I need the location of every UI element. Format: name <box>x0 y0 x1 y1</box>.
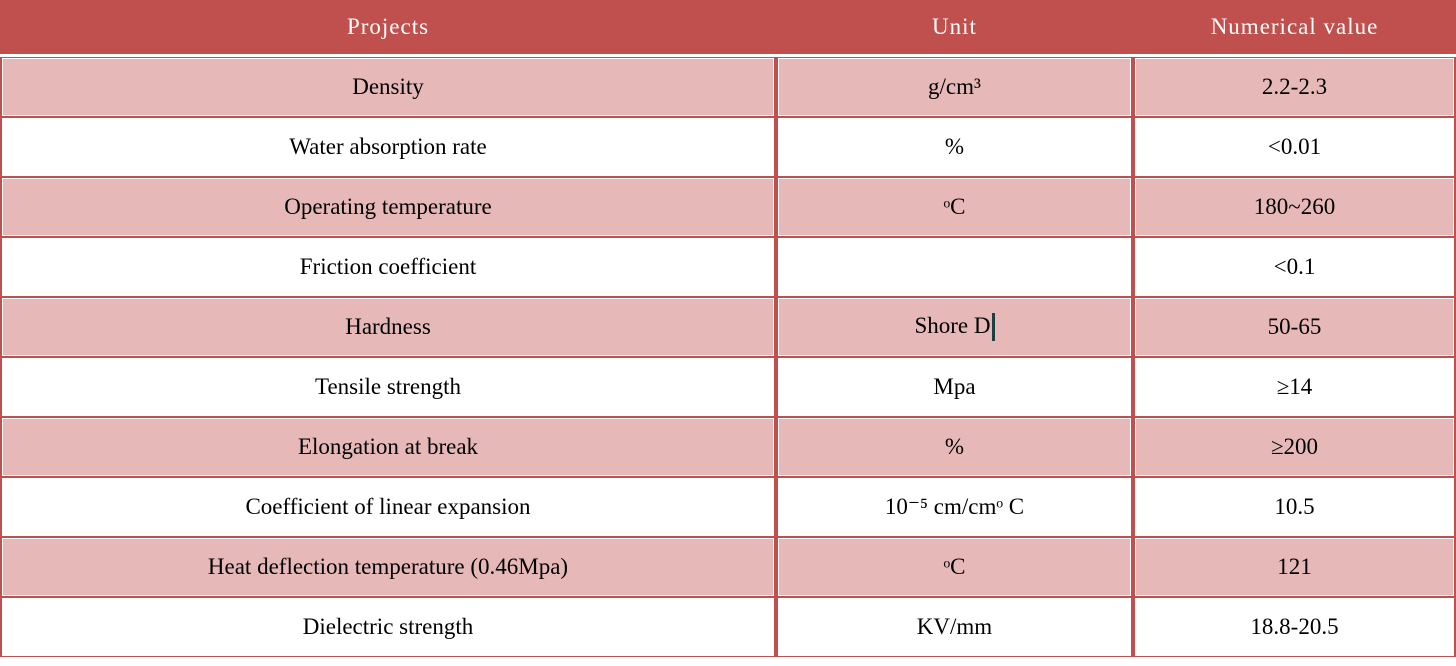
header-row: Projects Unit Numerical value <box>0 0 1456 57</box>
table-cell: Dielectric strength <box>0 597 776 657</box>
table-cell: 10⁻⁵ cm/cmᵒ C <box>776 477 1133 537</box>
table-row: Heat deflection temperature (0.46Mpa) ᵒC 1… <box>0 537 1456 597</box>
table-cell: 50-65 <box>1133 297 1456 357</box>
table-cell: Water absorption rate <box>0 117 776 177</box>
table-cell: ᵒC <box>776 177 1133 237</box>
table-cell: KV/mm <box>776 597 1133 657</box>
table-row: Operating temperature ᵒC 180~260 <box>0 177 1456 237</box>
table-cell: 121 <box>1133 537 1456 597</box>
table-cell: Tensile strength <box>0 357 776 417</box>
table-cell: 18.8-20.5 <box>1133 597 1456 657</box>
table-cell: Friction coefficient <box>0 237 776 297</box>
table-cell: ≥14 <box>1133 357 1456 417</box>
table-cell: <0.01 <box>1133 117 1456 177</box>
table-header: Projects Unit Numerical value <box>0 0 1456 57</box>
table-row: Density g/cm³ 2.2-2.3 <box>0 57 1456 117</box>
table-cell: Shore D <box>776 297 1133 357</box>
table-cell: Density <box>0 57 776 117</box>
table-cell: ≥200 <box>1133 417 1456 477</box>
table-body: Density g/cm³ 2.2-2.3 Water absorption rate… <box>0 57 1456 657</box>
table-row: Elongation at break% ≥200 <box>0 417 1456 477</box>
header-cell: Unit <box>776 0 1133 57</box>
table-cell: 10.5 <box>1133 477 1456 537</box>
table-cell: Coefficient of linear expansion <box>0 477 776 537</box>
table-row: Tensile strength Mpa ≥14 <box>0 357 1456 417</box>
table-cell: Elongation at break <box>0 417 776 477</box>
table-cell <box>776 237 1133 297</box>
table-cell: Hardness <box>0 297 776 357</box>
table-row: Friction coefficient <0.1 <box>0 237 1456 297</box>
table-cell: % <box>776 117 1133 177</box>
table-cell: Operating temperature <box>0 177 776 237</box>
table-cell: Mpa <box>776 357 1133 417</box>
table-row: Coefficient of linear expansion 10⁻⁵ cm/c… <box>0 477 1456 537</box>
table-row: Dielectric strength KV/mm 18.8-20.5 <box>0 597 1456 657</box>
table-cell: g/cm³ <box>776 57 1133 117</box>
table-cell: 180~260 <box>1133 177 1456 237</box>
table-row: Water absorption rate% <0.01 <box>0 117 1456 177</box>
table-cell: <0.1 <box>1133 237 1456 297</box>
table-cell: 2.2-2.3 <box>1133 57 1456 117</box>
header-cell: Numerical value <box>1133 0 1456 57</box>
table-row: Hardness Shore D 50-65 <box>0 297 1456 357</box>
table-cell: ᵒC <box>776 537 1133 597</box>
header-cell: Projects <box>0 0 776 57</box>
table-cell: Heat deflection temperature (0.46Mpa) <box>0 537 776 597</box>
table-cell: % <box>776 417 1133 477</box>
text-cursor <box>991 313 995 342</box>
